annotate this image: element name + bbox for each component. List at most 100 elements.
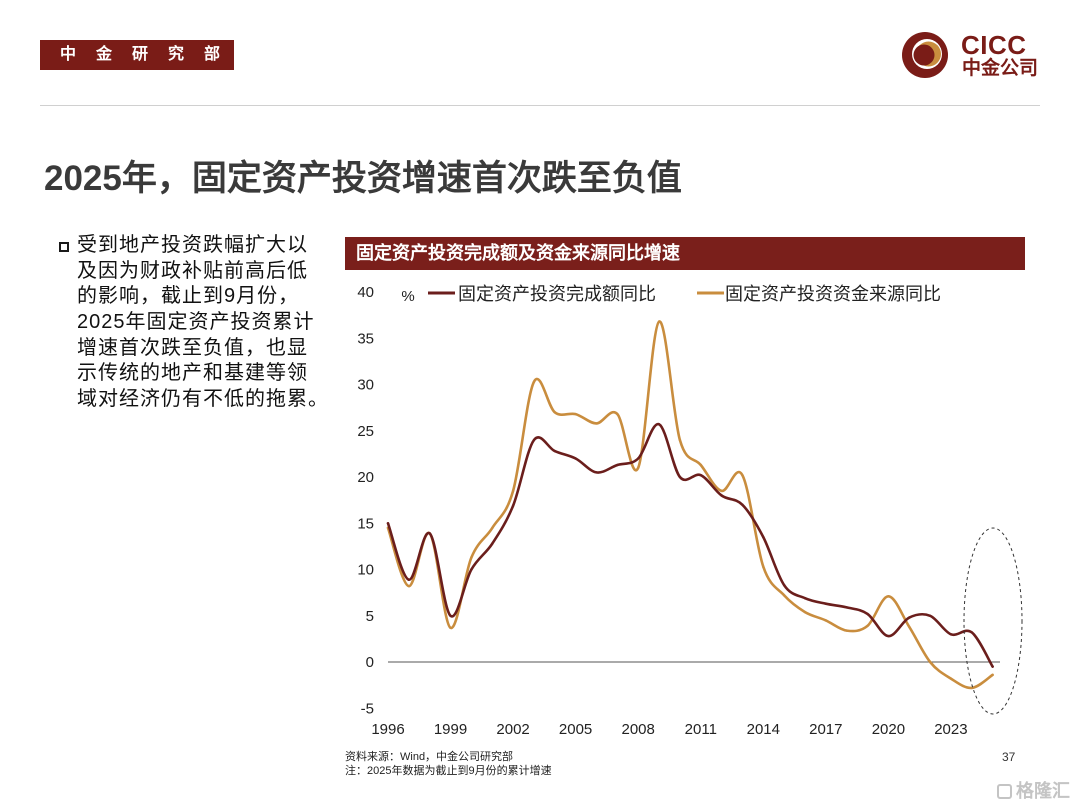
x-tick-label: 2014 [747, 721, 780, 738]
data-point-completed-investment [887, 634, 890, 638]
data-point-funding-sources [824, 619, 827, 622]
data-point-completed-investment [428, 532, 431, 535]
data-point-completed-investment [532, 438, 536, 442]
bullet-line: 2025年固定资产投资累计 [77, 311, 315, 334]
data-point-completed-investment [720, 494, 723, 497]
header-divider [40, 105, 1040, 106]
y-tick-label: 10 [357, 562, 374, 579]
data-point-completed-investment [470, 568, 473, 571]
x-tick-label: 2005 [559, 721, 592, 738]
data-point-funding-sources [491, 526, 494, 530]
data-point-completed-investment [511, 504, 515, 507]
x-tick-label: 1996 [371, 721, 404, 738]
bullet-line: 域对经济仍有不低的拖累。 [77, 388, 329, 411]
data-point-completed-investment [678, 475, 682, 479]
series-line-funding-sources [386, 320, 994, 690]
y-tick-label: 35 [357, 330, 374, 347]
highlight-dashed-ellipse [963, 527, 1023, 715]
y-tick-label: -5 [361, 700, 374, 717]
data-point-funding-sources [803, 610, 807, 614]
data-point-completed-investment [783, 584, 786, 587]
logo-company-en: CICC [961, 30, 1027, 60]
data-point-completed-investment [407, 578, 410, 581]
data-point-completed-investment [803, 597, 807, 600]
x-tick-label: 2023 [934, 721, 967, 738]
data-point-funding-sources [887, 595, 890, 598]
data-point-funding-sources [574, 412, 577, 416]
x-tick-label: 2017 [809, 721, 842, 738]
bullet-line: 的影响，截止到9月份， [77, 285, 300, 308]
footnote: 注：2025年数据为截止到9月份的累计增速 [345, 765, 552, 777]
y-tick-label: 30 [357, 377, 374, 394]
data-point-completed-investment [386, 522, 390, 525]
x-tick-label: 1999 [434, 721, 467, 738]
cicc-logo-emblem-icon [902, 32, 948, 78]
line-chart: 40 35 30 25 20 15 10 5 0 -5 1996 1999 2002 2005 2008 20… [357, 284, 1023, 738]
watermark: 格隆汇 [997, 781, 1070, 801]
data-point-completed-investment [595, 471, 598, 474]
bullet-line: 及因为财政补贴前高后低 [77, 259, 308, 282]
legend-label-1: 固定资产投资完成额同比 [458, 284, 656, 304]
bullet-line: 增速首次跌至负值，也显 [77, 336, 308, 359]
data-point-completed-investment [574, 457, 577, 460]
data-point-completed-investment [637, 457, 640, 460]
data-point-completed-investment [616, 463, 619, 467]
data-point-completed-investment [928, 614, 932, 617]
page-number: 37 [1002, 750, 1016, 764]
y-tick-label: 40 [357, 284, 374, 301]
bullet-line: 受到地产投资跌幅扩大以 [77, 234, 308, 256]
data-point-funding-sources [970, 686, 973, 690]
legend-label-2: 固定资产投资资金来源同比 [725, 284, 941, 304]
y-tick-label: 20 [357, 469, 374, 486]
data-point-completed-investment [762, 535, 765, 539]
x-tick-label: 2002 [496, 721, 529, 738]
data-point-funding-sources [553, 411, 556, 414]
x-tick-label: 2011 [685, 721, 717, 738]
data-point-funding-sources [928, 660, 932, 664]
data-point-funding-sources [616, 412, 619, 416]
data-point-completed-investment [657, 423, 661, 426]
data-point-funding-sources [470, 556, 473, 559]
department-label: 中金研究部 [60, 46, 234, 63]
data-point-funding-sources [657, 320, 661, 323]
emblem-inner-circle [913, 44, 935, 66]
data-point-funding-sources [407, 584, 410, 588]
watermark-text: 格隆汇 [1016, 781, 1070, 801]
watermark-logo-icon [997, 783, 1012, 799]
bullet-square-icon [59, 242, 69, 252]
bullet-line: 示传统的地产和基建等领 [77, 362, 308, 385]
data-point-funding-sources [762, 565, 765, 568]
x-tick-label: 2008 [622, 721, 655, 738]
data-point-completed-investment [866, 612, 869, 616]
data-point-completed-investment [970, 631, 973, 634]
data-point-funding-sources [741, 474, 744, 477]
data-point-funding-sources [866, 624, 869, 628]
x-tick-label: 2020 [872, 721, 905, 738]
data-point-funding-sources [991, 673, 994, 677]
y-tick-label: 15 [357, 515, 374, 532]
source-note: 资料来源：Wind，中金公司研究部 [345, 751, 514, 763]
data-point-funding-sources [595, 422, 598, 425]
department-banner: 中金研究部 [40, 40, 234, 70]
data-point-funding-sources [949, 677, 953, 680]
y-tick-label: 5 [366, 608, 374, 625]
data-point-funding-sources [908, 625, 911, 629]
data-point-completed-investment [845, 606, 848, 609]
data-point-funding-sources [845, 629, 848, 632]
data-point-completed-investment [699, 474, 702, 477]
data-point-funding-sources [449, 626, 452, 629]
data-point-funding-sources [678, 438, 682, 442]
bullet-paragraph: 受到地产投资跌幅扩大以 及因为财政补贴前高后低 的影响，截止到9月份， 2025… [77, 233, 329, 413]
data-point-funding-sources [783, 594, 786, 597]
y-tick-label: 25 [357, 423, 374, 440]
data-point-funding-sources [720, 489, 723, 493]
y-unit-label: % [401, 288, 414, 305]
data-point-completed-investment [908, 616, 911, 619]
data-point-completed-investment [741, 503, 744, 506]
data-point-completed-investment [949, 633, 953, 636]
data-point-completed-investment [449, 614, 452, 617]
y-tick-label: 0 [366, 654, 374, 671]
data-point-funding-sources [699, 463, 702, 467]
data-point-funding-sources [511, 489, 515, 493]
slide-title: 2025年，固定资产投资增速首次跌至负值 [44, 159, 682, 198]
